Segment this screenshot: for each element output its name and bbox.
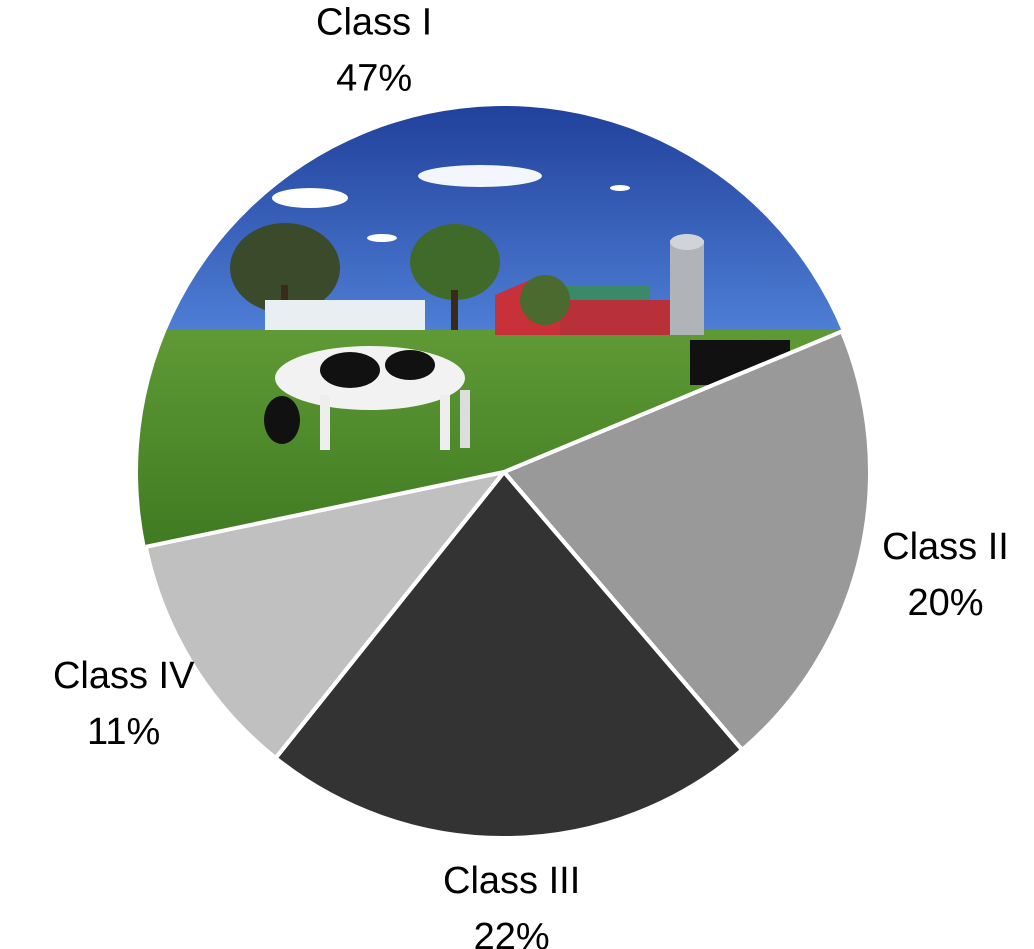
slice-value-label: 22%	[474, 916, 550, 949]
labels: Class I 47% Class II 20% Class III 22% Class I…	[53, 1, 1009, 949]
slice-separator	[274, 470, 506, 760]
slice-label: Class III	[443, 860, 580, 902]
slice-value-label: 47%	[336, 57, 412, 99]
slice-separator	[145, 470, 505, 549]
slice-value-label: 11%	[87, 711, 160, 753]
slice-label: Class II	[882, 526, 1009, 568]
pie-slice	[143, 468, 510, 761]
pie-slice	[272, 468, 746, 840]
slice-separator	[503, 329, 843, 474]
slice-label: Class I	[316, 1, 432, 43]
slice-value-label: 20%	[907, 582, 983, 624]
slice-separator	[502, 470, 744, 752]
slice-label: Class IV	[53, 655, 195, 697]
